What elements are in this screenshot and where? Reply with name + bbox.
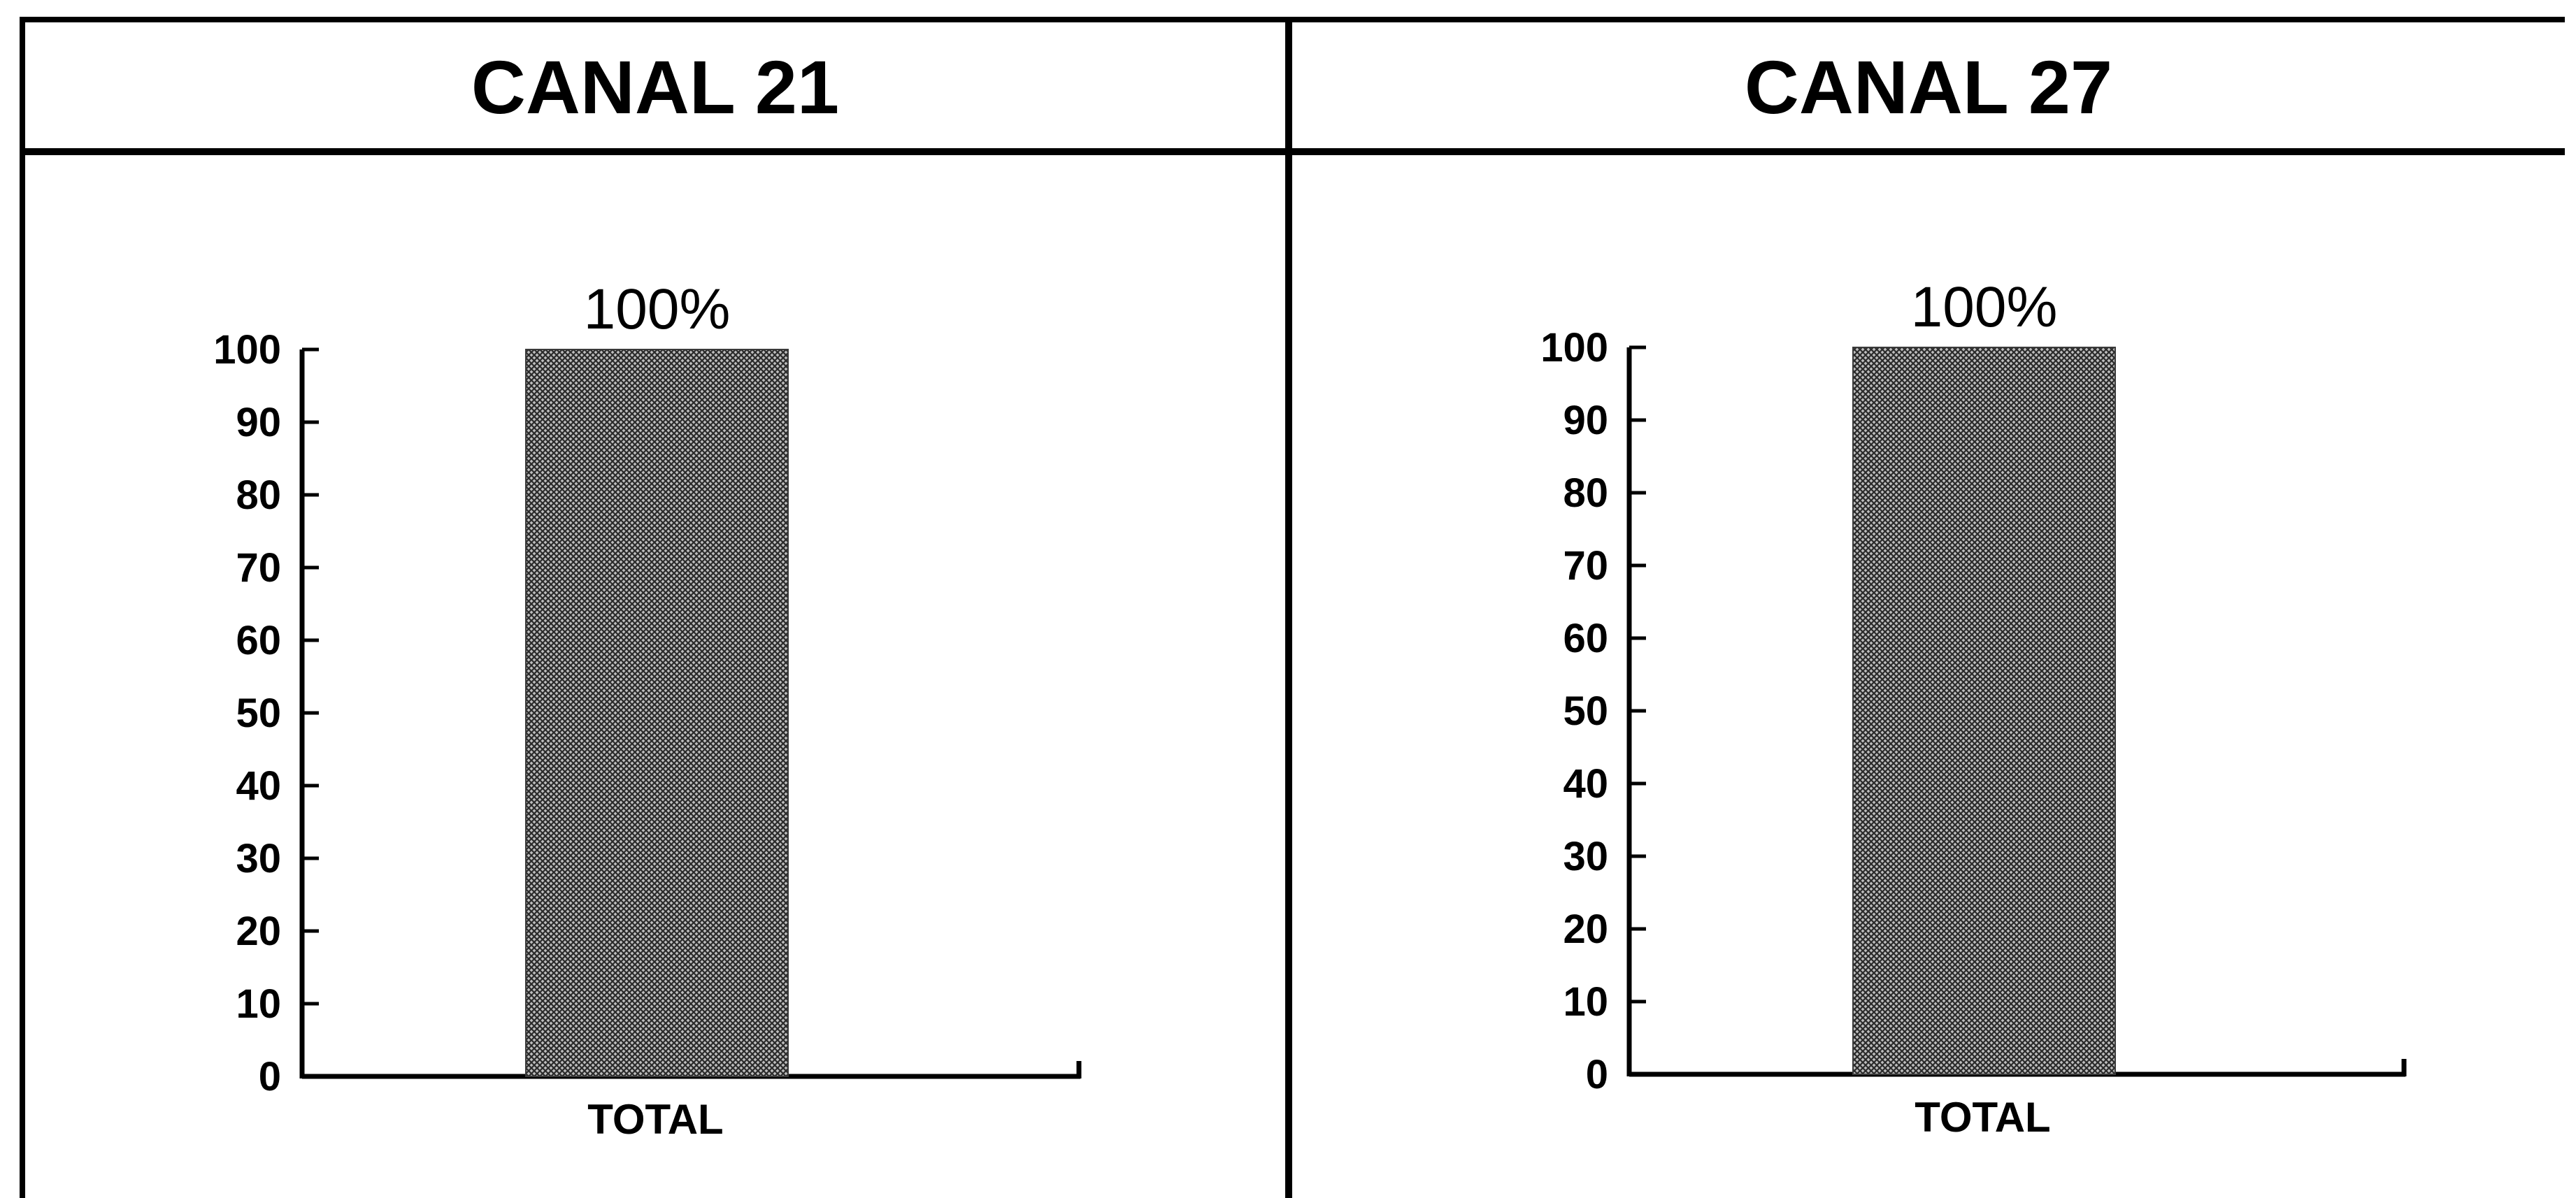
y-tick-label-right: 40 xyxy=(1563,761,1608,807)
y-tick-label-right: 10 xyxy=(1563,979,1608,1025)
y-tick-label-right: 100 xyxy=(1540,325,1608,370)
data-label-right: 100% xyxy=(1911,275,2058,339)
data-label-left: 100% xyxy=(584,277,731,341)
y-tick-label-left: 80 xyxy=(236,472,281,518)
y-tick-label-right: 50 xyxy=(1563,688,1608,734)
y-tick-label-left: 20 xyxy=(236,909,281,954)
y-tick-label-left: 50 xyxy=(236,691,281,736)
y-tick-label-right: 30 xyxy=(1563,834,1608,879)
bar-left xyxy=(525,349,789,1077)
y-tick-label-left: 60 xyxy=(236,618,281,663)
panel-title-left: CANAL 21 xyxy=(471,45,840,129)
column-divider xyxy=(1285,17,1292,1198)
y-tick-label-right: 60 xyxy=(1563,616,1608,661)
table-frame xyxy=(20,17,2565,1198)
y-tick-label-left: 40 xyxy=(236,763,281,809)
panel-title-right: CANAL 27 xyxy=(1744,45,2113,129)
y-tick-label-right: 0 xyxy=(1586,1052,1608,1097)
category-label-left: TOTAL xyxy=(587,1096,723,1143)
y-tick-label-left: 30 xyxy=(236,836,281,881)
y-tick-label-left: 100 xyxy=(213,327,281,373)
y-tick-label-right: 80 xyxy=(1563,470,1608,516)
header-divider xyxy=(20,148,2565,155)
y-tick-label-right: 70 xyxy=(1563,543,1608,589)
y-tick-label-left: 0 xyxy=(259,1054,281,1099)
y-tick-label-right: 90 xyxy=(1563,398,1608,443)
y-tick-label-left: 70 xyxy=(236,545,281,591)
y-tick-label-left: 10 xyxy=(236,981,281,1027)
category-label-right: TOTAL xyxy=(1915,1094,2050,1141)
y-tick-label-right: 20 xyxy=(1563,907,1608,952)
y-tick-label-left: 90 xyxy=(236,400,281,445)
bar-right xyxy=(1852,347,2116,1075)
